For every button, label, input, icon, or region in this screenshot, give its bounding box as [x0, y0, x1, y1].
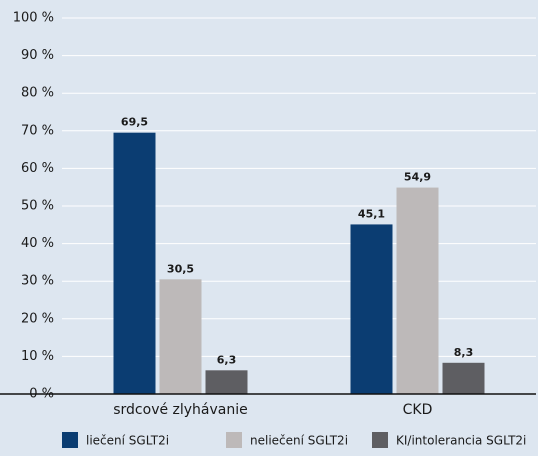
legend-label: neliečení SGLT2i: [250, 434, 348, 448]
y-tick-label: 70 %: [21, 123, 54, 138]
legend-swatch: [226, 432, 242, 448]
x-tick-label: CKD: [403, 402, 433, 418]
y-tick-label: 50 %: [21, 199, 54, 214]
legend-label: KI/intolerancia SGLT2i: [396, 434, 526, 448]
value-label: 69,5: [121, 116, 148, 129]
bar: [442, 362, 485, 394]
x-tick-label: srdcové zlyhávanie: [113, 402, 248, 418]
y-tick-label: 60 %: [21, 161, 54, 176]
legend-swatch: [62, 432, 78, 448]
bar: [396, 187, 439, 394]
y-tick-label: 10 %: [21, 349, 54, 364]
y-tick-label: 90 %: [21, 48, 54, 63]
value-label: 8,3: [454, 346, 474, 359]
bar: [205, 370, 248, 394]
value-label: 30,5: [167, 262, 194, 275]
y-tick-label: 30 %: [21, 274, 54, 289]
y-tick-label: 20 %: [21, 311, 54, 326]
value-label: 6,3: [217, 353, 237, 366]
bar: [113, 132, 156, 394]
y-tick-label: 40 %: [21, 236, 54, 251]
bar: [159, 279, 202, 394]
value-label: 45,1: [358, 207, 385, 220]
value-label: 54,9: [404, 171, 431, 184]
y-tick-label: 80 %: [21, 86, 54, 101]
bar: [350, 224, 393, 394]
legend-swatch: [372, 432, 388, 448]
y-tick-label: 100 %: [13, 11, 54, 26]
legend-label: liečení SGLT2i: [86, 434, 169, 448]
